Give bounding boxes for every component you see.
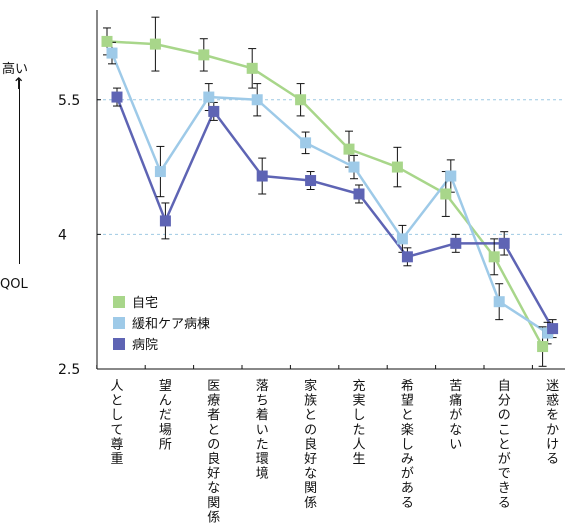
x-category-label-0: 人として尊重	[110, 379, 123, 467]
y-axis-qol-label: QOL	[0, 277, 28, 292]
data-point-0-5	[343, 143, 355, 155]
data-point-0-0	[101, 35, 113, 47]
data-point-0-6	[391, 161, 403, 173]
legend-label-2: 病院	[132, 338, 158, 353]
series-line-1	[110, 52, 549, 335]
y-axis-high-label: 高い	[2, 62, 29, 77]
data-point-1-4	[300, 137, 312, 149]
data-point-2-5	[353, 188, 365, 200]
data-point-1-8	[493, 296, 505, 308]
data-point-1-1	[154, 166, 166, 178]
y-tick-label-0: 2.5	[58, 362, 80, 378]
data-point-0-9	[537, 341, 549, 353]
y-tick-label-2: 5.5	[58, 93, 80, 109]
x-category-label-1: 望んだ場所	[159, 378, 172, 452]
legend-swatch-1	[113, 317, 125, 329]
x-category-label-5: 充実した人生	[352, 378, 365, 467]
legend-label-0: 自宅	[132, 296, 158, 311]
x-category-label-2: 医療者との良好な関係	[207, 379, 220, 524]
data-point-0-7	[440, 188, 452, 200]
data-point-2-0	[111, 91, 123, 103]
data-point-0-1	[149, 38, 161, 50]
data-point-1-7	[445, 170, 457, 182]
data-point-0-8	[488, 251, 500, 263]
data-point-0-2	[198, 49, 210, 61]
series-line-2	[115, 96, 554, 330]
data-point-2-4	[305, 175, 317, 187]
legend-label-1: 緩和ケア病棟	[132, 317, 210, 332]
data-point-0-3	[246, 62, 258, 74]
data-point-2-9	[547, 323, 559, 335]
data-point-2-8	[498, 237, 510, 249]
data-point-1-5	[348, 161, 360, 173]
legend-swatch-0	[113, 296, 125, 308]
data-point-0-4	[295, 94, 307, 106]
data-point-2-6	[401, 251, 413, 263]
data-point-2-1	[159, 215, 171, 227]
legend-swatch-2	[113, 338, 125, 350]
data-point-1-3	[251, 94, 263, 106]
data-point-2-2	[208, 105, 220, 117]
x-category-label-6: 希望と楽しみがある	[401, 379, 414, 511]
x-category-label-9: 迷惑をかける	[546, 379, 559, 467]
x-category-label-3: 落ち着いた環境	[256, 379, 269, 482]
series-line-0	[106, 40, 544, 348]
x-category-label-7: 苦痛がない	[449, 378, 462, 452]
data-point-1-6	[396, 233, 408, 245]
x-category-label-8: 自分のことができる	[498, 379, 511, 511]
data-point-2-3	[256, 170, 268, 182]
data-point-2-7	[450, 237, 462, 249]
y-tick-label-1: 4	[58, 227, 67, 243]
y-axis-arrow-line	[18, 80, 20, 264]
data-point-1-0	[106, 47, 118, 59]
data-point-1-2	[203, 91, 215, 103]
x-category-label-4: 家族との良好な関係	[304, 378, 317, 511]
